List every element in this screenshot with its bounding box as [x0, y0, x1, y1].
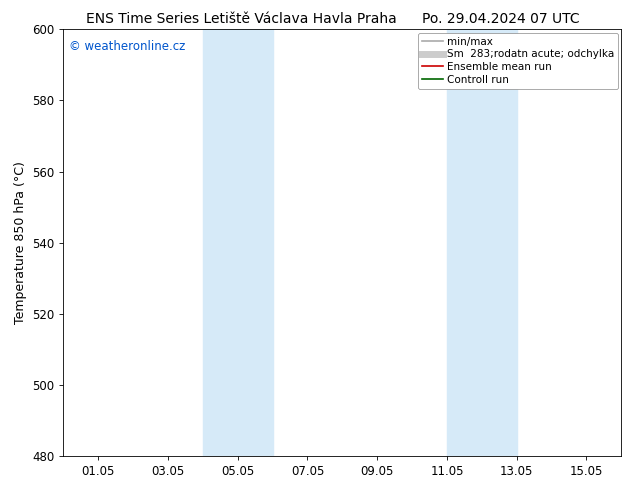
Bar [447, 29, 517, 456]
Text: Po. 29.04.2024 07 UTC: Po. 29.04.2024 07 UTC [422, 12, 579, 26]
Text: © weatheronline.cz: © weatheronline.cz [69, 40, 185, 53]
Bar [203, 29, 273, 456]
Y-axis label: Temperature 850 hPa (°C): Temperature 850 hPa (°C) [13, 161, 27, 324]
Legend: min/max, Sm  283;rodatn acute; odchylka, Ensemble mean run, Controll run: min/max, Sm 283;rodatn acute; odchylka, … [418, 32, 618, 89]
Text: ENS Time Series Letiště Václava Havla Praha: ENS Time Series Letiště Václava Havla Pr… [86, 12, 396, 26]
